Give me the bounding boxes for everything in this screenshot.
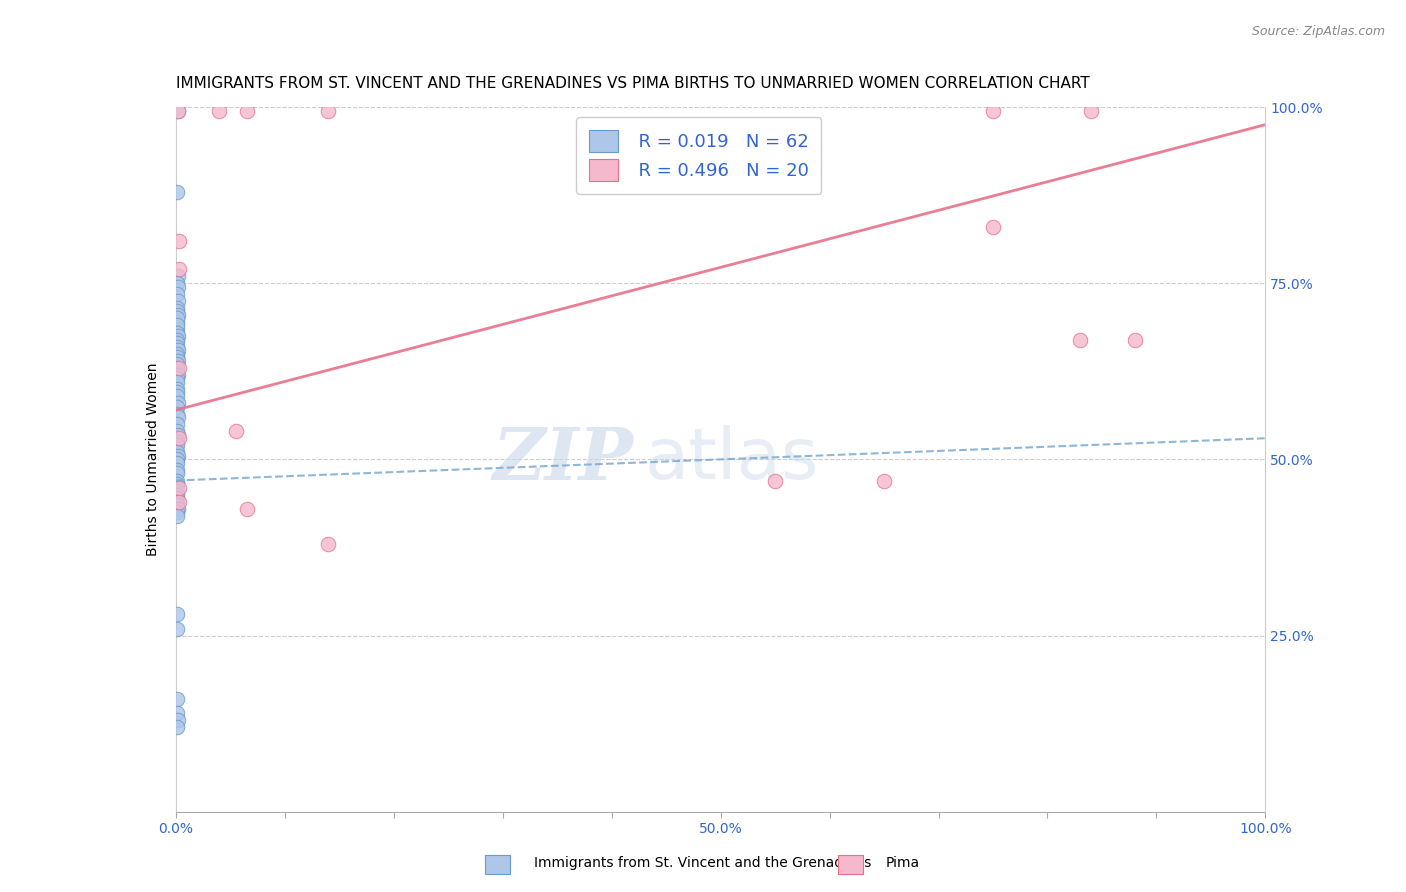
Point bbox=[166, 487, 188, 501]
Point bbox=[166, 286, 188, 301]
Point bbox=[225, 424, 247, 438]
Point bbox=[166, 720, 188, 734]
Point bbox=[166, 382, 188, 396]
Point bbox=[166, 622, 188, 636]
Point bbox=[166, 371, 188, 385]
Point bbox=[167, 103, 190, 118]
Point bbox=[166, 389, 188, 403]
Point bbox=[167, 234, 190, 248]
Point bbox=[167, 396, 190, 410]
Point bbox=[166, 350, 188, 364]
Point bbox=[167, 279, 190, 293]
Point bbox=[318, 537, 340, 551]
Point bbox=[167, 293, 190, 308]
Point bbox=[166, 304, 188, 318]
Point bbox=[166, 424, 188, 438]
Point bbox=[166, 438, 188, 452]
Y-axis label: Births to Unmarried Women: Births to Unmarried Women bbox=[146, 363, 160, 556]
Point bbox=[1123, 333, 1146, 347]
Point bbox=[166, 301, 188, 315]
Point bbox=[235, 103, 257, 118]
Point bbox=[166, 360, 188, 375]
Point bbox=[167, 431, 190, 445]
Point bbox=[166, 318, 188, 333]
Point bbox=[166, 277, 188, 291]
Point bbox=[167, 501, 190, 516]
Point bbox=[981, 219, 1004, 234]
Point bbox=[166, 375, 188, 389]
Point bbox=[166, 326, 188, 340]
Point bbox=[167, 494, 190, 508]
Point bbox=[167, 329, 190, 343]
Point bbox=[166, 706, 188, 720]
Point bbox=[167, 343, 190, 358]
Point bbox=[167, 481, 190, 495]
Point bbox=[167, 103, 190, 118]
Point bbox=[167, 410, 190, 425]
Point bbox=[166, 491, 188, 505]
Point bbox=[167, 353, 190, 368]
Point bbox=[167, 269, 190, 284]
Text: Source: ZipAtlas.com: Source: ZipAtlas.com bbox=[1251, 25, 1385, 38]
Point bbox=[166, 692, 188, 706]
Text: atlas: atlas bbox=[644, 425, 818, 494]
Point bbox=[166, 505, 188, 519]
Point bbox=[166, 445, 188, 459]
Point bbox=[166, 463, 188, 477]
Point bbox=[166, 474, 188, 488]
Point bbox=[167, 449, 190, 463]
Point bbox=[166, 452, 188, 467]
Point bbox=[166, 185, 188, 199]
Text: Pima: Pima bbox=[886, 856, 920, 871]
Point bbox=[166, 477, 188, 491]
Point bbox=[166, 484, 188, 499]
Point bbox=[318, 103, 340, 118]
Point bbox=[1069, 333, 1091, 347]
Point bbox=[166, 333, 188, 347]
Text: Immigrants from St. Vincent and the Grenadines: Immigrants from St. Vincent and the Gren… bbox=[534, 856, 872, 871]
Point bbox=[981, 103, 1004, 118]
Point bbox=[208, 103, 231, 118]
Point bbox=[167, 360, 190, 375]
Point bbox=[166, 607, 188, 622]
Point bbox=[166, 498, 188, 512]
Legend:   R = 0.019   N = 62,   R = 0.496   N = 20: R = 0.019 N = 62, R = 0.496 N = 20 bbox=[576, 118, 821, 194]
Point bbox=[166, 346, 188, 360]
Point bbox=[166, 311, 188, 326]
Text: ZIP: ZIP bbox=[492, 424, 633, 495]
Point bbox=[166, 407, 188, 421]
Point bbox=[167, 368, 190, 382]
Point bbox=[166, 467, 188, 481]
Point bbox=[166, 508, 188, 523]
Text: IMMIGRANTS FROM ST. VINCENT AND THE GRENADINES VS PIMA BIRTHS TO UNMARRIED WOMEN: IMMIGRANTS FROM ST. VINCENT AND THE GREN… bbox=[176, 76, 1090, 91]
Point bbox=[166, 434, 188, 449]
Point bbox=[166, 340, 188, 354]
Point bbox=[166, 400, 188, 414]
Point bbox=[873, 474, 896, 488]
Point bbox=[1080, 103, 1102, 118]
Point bbox=[166, 336, 188, 351]
Point bbox=[166, 417, 188, 431]
Point bbox=[166, 494, 188, 508]
Point bbox=[166, 357, 188, 371]
Point bbox=[167, 308, 190, 322]
Point bbox=[763, 474, 786, 488]
Point bbox=[167, 427, 190, 442]
Point bbox=[235, 501, 257, 516]
Point bbox=[166, 385, 188, 400]
Point bbox=[166, 315, 188, 329]
Point bbox=[166, 456, 188, 470]
Point bbox=[166, 322, 188, 336]
Point bbox=[167, 262, 190, 277]
Point bbox=[167, 713, 190, 727]
